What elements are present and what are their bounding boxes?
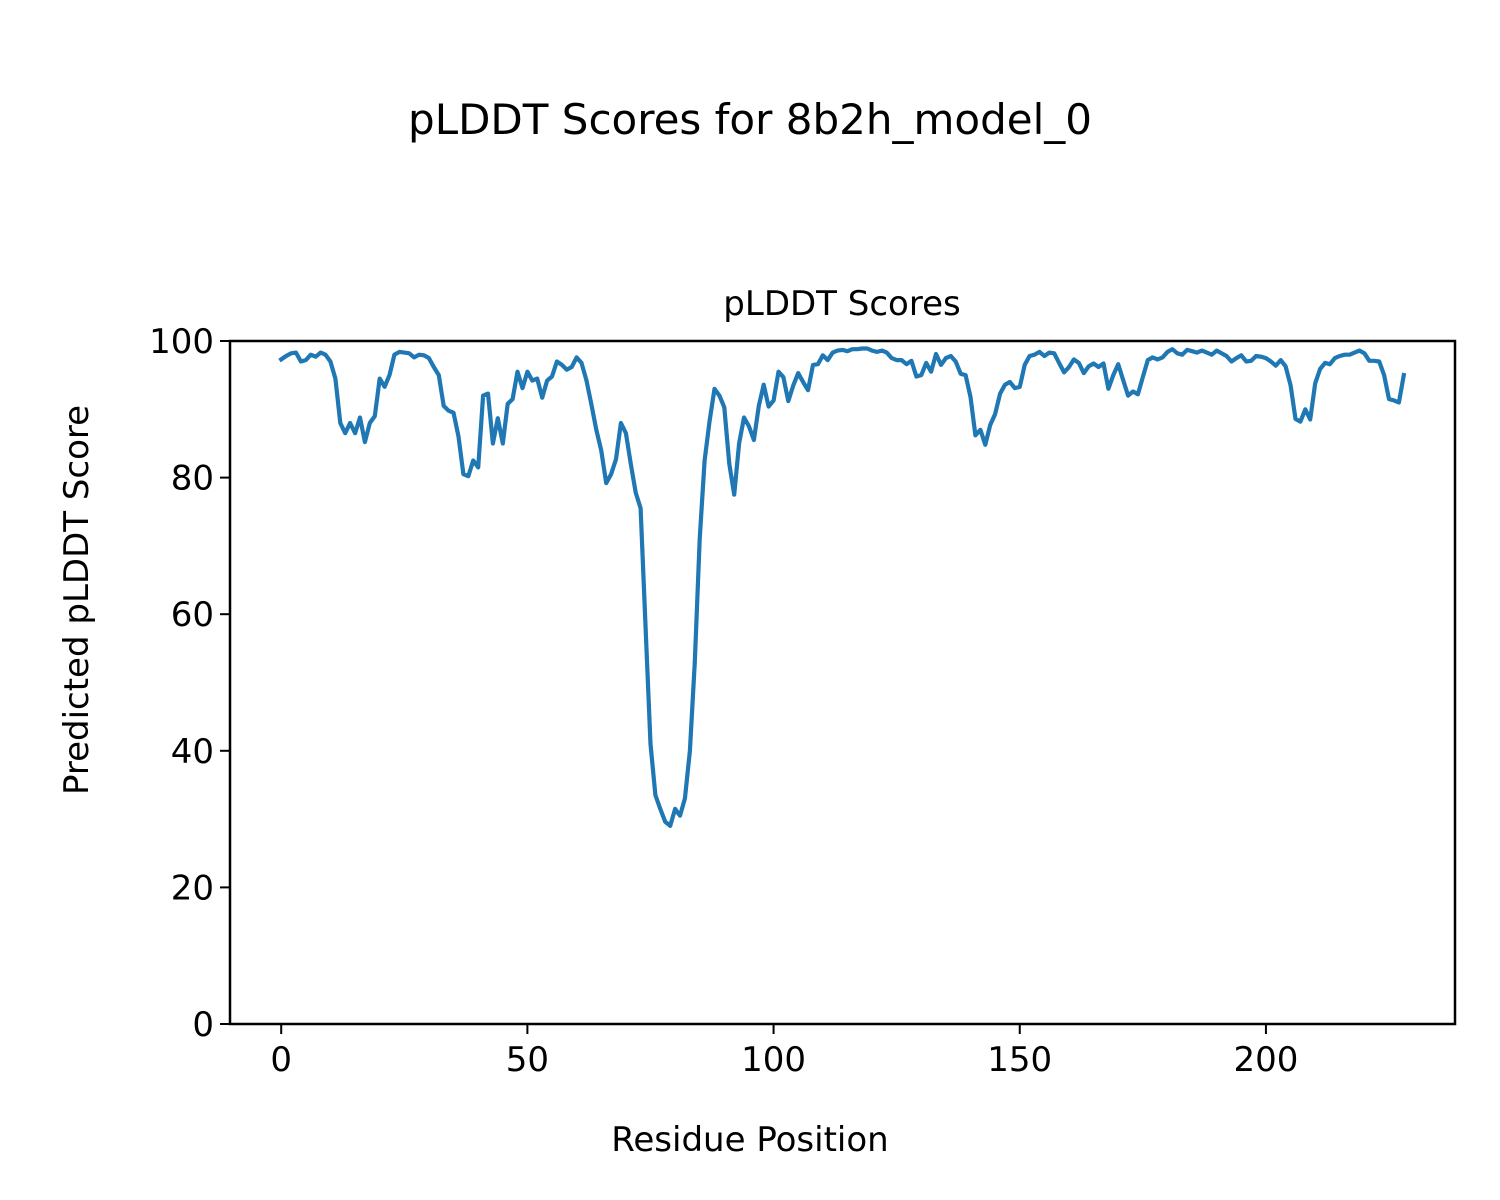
y-tick-label: 100 (149, 322, 214, 362)
x-tick-label: 0 (270, 1040, 292, 1080)
y-axis-ticks: 0 20 40 60 80 100 (149, 322, 230, 1045)
y-axis-label: Predicted pLDDT Score (57, 405, 97, 795)
x-tick-label: 200 (1233, 1040, 1298, 1080)
x-axis-label: Residue Position (611, 1120, 888, 1160)
plddt-series-line (278, 346, 1407, 829)
y-tick-label: 40 (171, 732, 214, 772)
x-tick-label: 50 (506, 1040, 549, 1080)
x-axis-ticks: 0 50 100 150 200 (270, 1024, 1298, 1080)
y-tick-label: 0 (192, 1005, 214, 1045)
y-tick-label: 20 (171, 868, 214, 908)
plddt-points (281, 348, 1404, 826)
figure-title: pLDDT Scores for 8b2h_model_0 (408, 95, 1092, 144)
x-tick-label: 150 (987, 1040, 1052, 1080)
y-tick-label: 80 (171, 459, 214, 499)
y-tick-label: 60 (171, 595, 214, 635)
plot-frame (228, 339, 1457, 1026)
axes-title: pLDDT Scores (723, 284, 960, 324)
x-tick-label: 100 (741, 1040, 806, 1080)
